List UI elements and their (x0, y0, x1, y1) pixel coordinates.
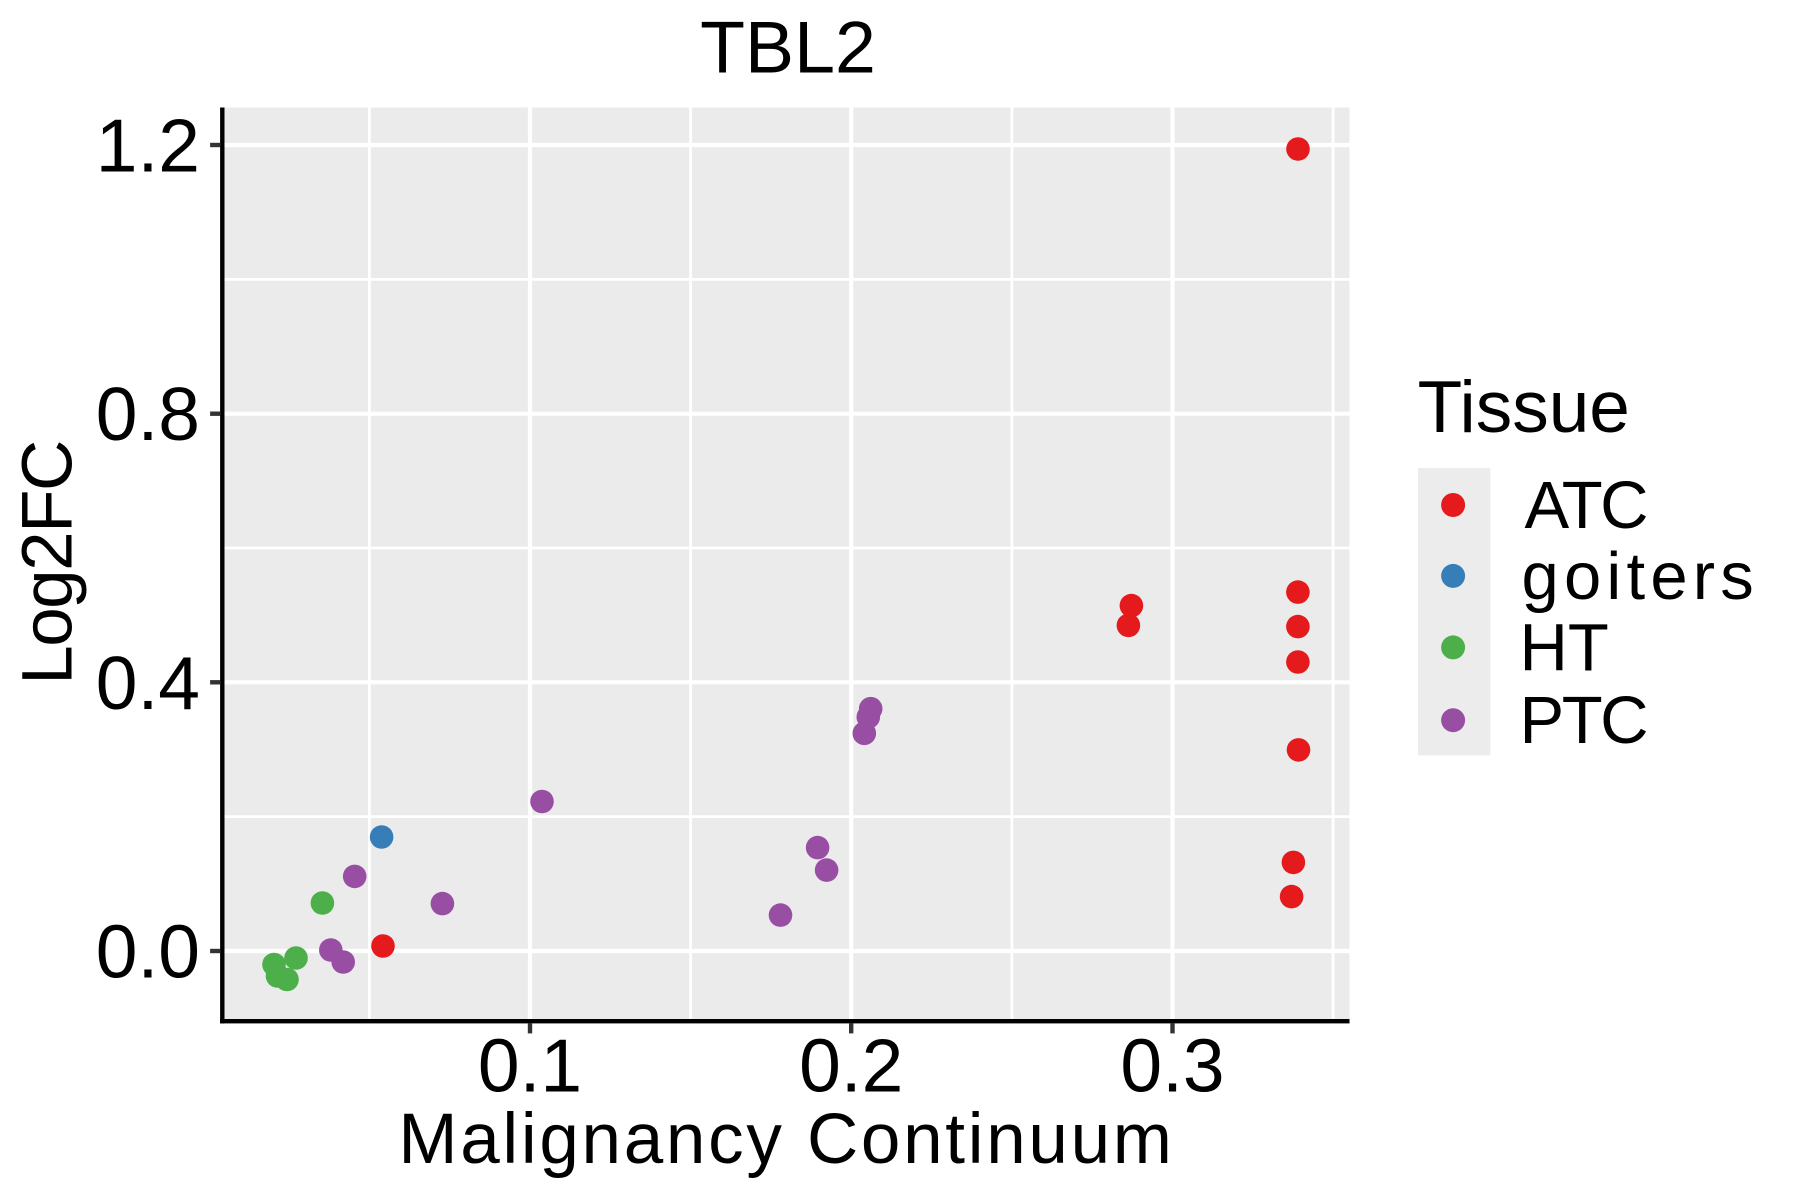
svg-text:goiters: goiters (1522, 539, 1760, 614)
svg-text:0.2: 0.2 (799, 1024, 903, 1108)
svg-text:1.2: 1.2 (96, 104, 200, 188)
svg-text:0.1: 0.1 (478, 1024, 582, 1108)
svg-text:0.3: 0.3 (1120, 1024, 1224, 1108)
svg-text:ATC: ATC (1525, 468, 1647, 543)
svg-text:Tissue: Tissue (1418, 367, 1630, 448)
svg-text:0.0: 0.0 (96, 910, 200, 994)
svg-text:TBL2: TBL2 (700, 6, 876, 89)
svg-text:PTC: PTC (1520, 683, 1647, 758)
svg-text:0.4: 0.4 (96, 641, 200, 725)
svg-text:0.8: 0.8 (96, 372, 200, 456)
svg-text:HT: HT (1520, 610, 1609, 685)
svg-text:Log2FC: Log2FC (9, 441, 88, 685)
svg-text:Malignancy Continuum: Malignancy Continuum (398, 1100, 1174, 1179)
